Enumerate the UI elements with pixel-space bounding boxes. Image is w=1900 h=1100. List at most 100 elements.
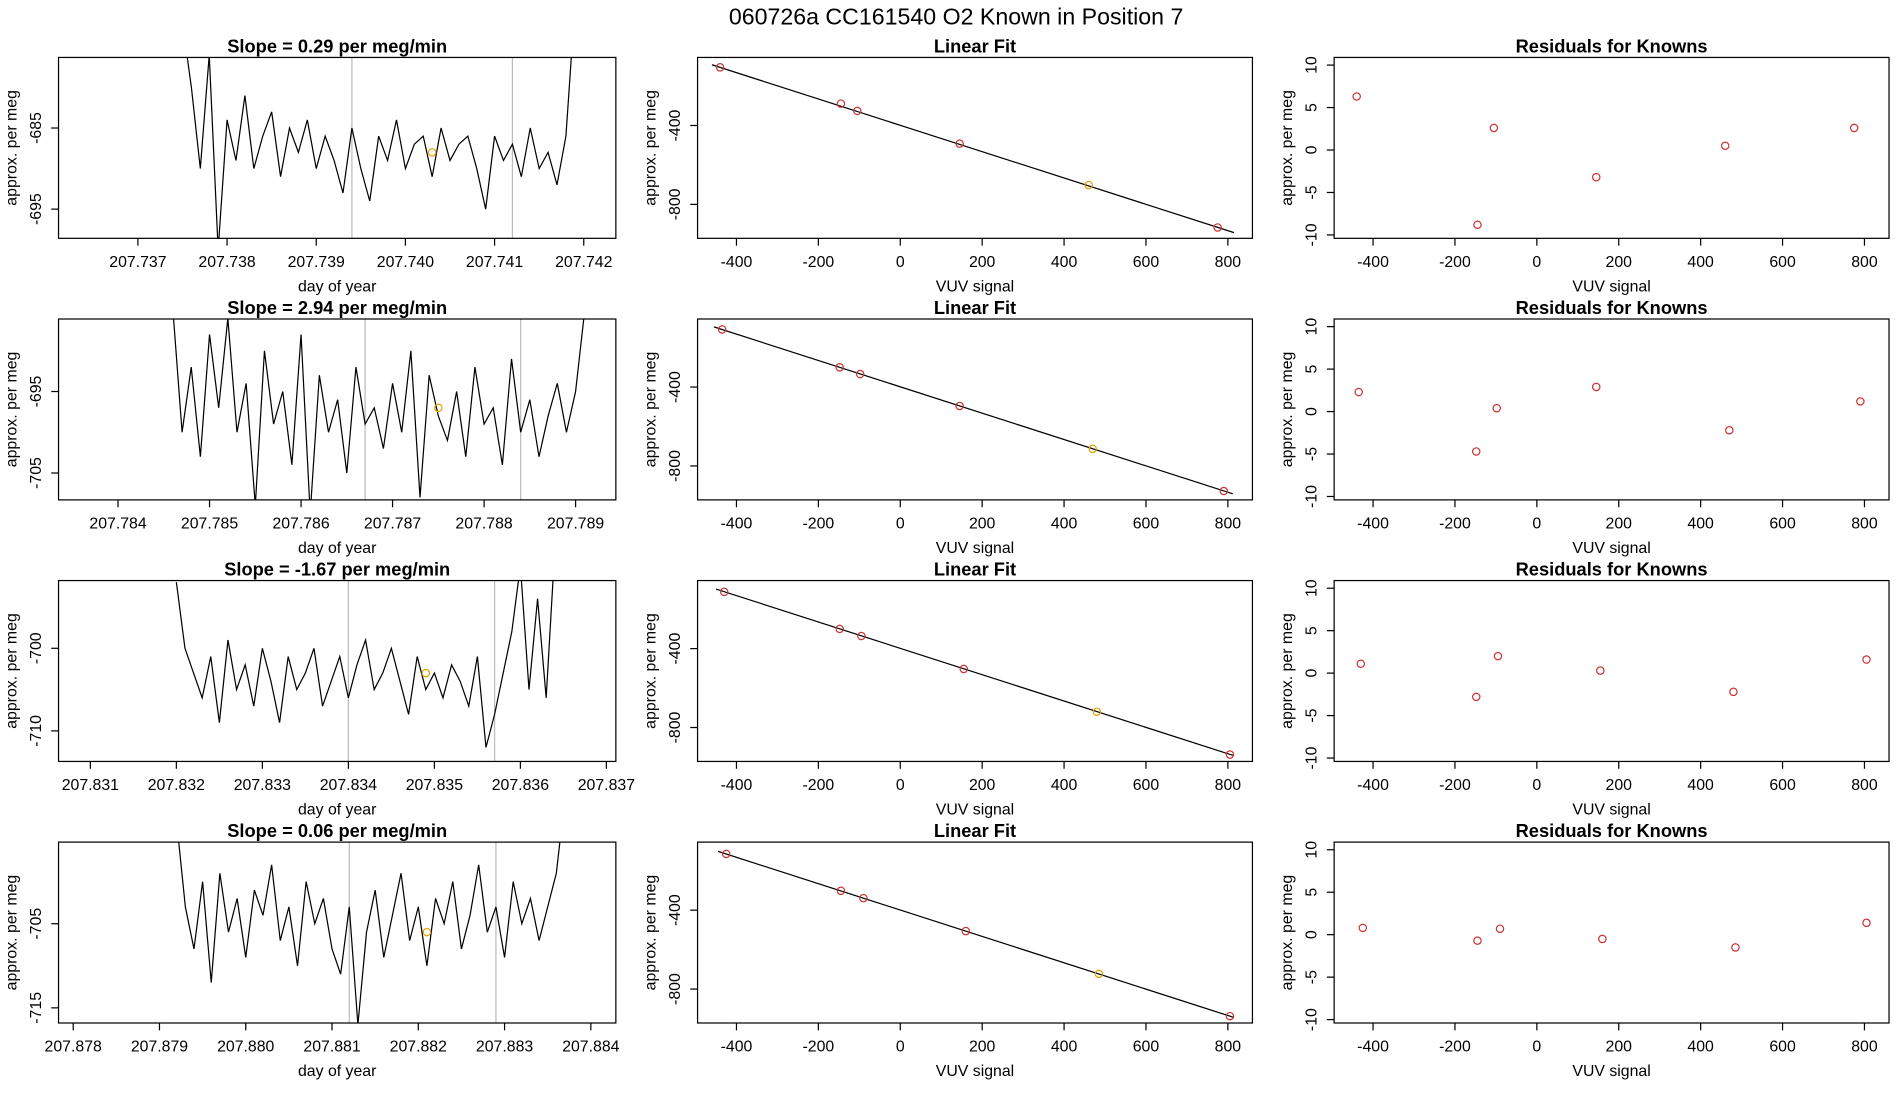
plot-area bbox=[1354, 382, 1865, 456]
x-tick-label: 200 bbox=[1606, 777, 1633, 794]
plot-frame bbox=[696, 579, 1254, 763]
panel-title: Slope = 2.94 per meg/min bbox=[227, 297, 447, 318]
plot-area bbox=[186, 57, 572, 239]
highlight-point bbox=[427, 148, 437, 157]
point bbox=[835, 624, 844, 634]
x-tick-label: 207.884 bbox=[562, 1039, 619, 1056]
point bbox=[855, 369, 865, 379]
y-tick-label: -705 bbox=[28, 908, 45, 940]
point bbox=[1596, 666, 1605, 675]
x-tick-label: 207.832 bbox=[148, 777, 205, 794]
x-tick-label: 200 bbox=[1606, 1039, 1633, 1056]
x-tick-label: 207.742 bbox=[555, 254, 612, 271]
x-tick-label: 600 bbox=[1133, 516, 1160, 533]
y-tick-label: -10 bbox=[1303, 746, 1320, 769]
x-axis-label: VUV signal bbox=[1572, 540, 1650, 557]
panel-title: Slope = 0.06 per meg/min bbox=[227, 820, 447, 841]
x-axis-label: VUV signal bbox=[1572, 278, 1650, 295]
point bbox=[1493, 651, 1503, 661]
point bbox=[715, 63, 725, 72]
x-axis-label: day of year bbox=[298, 278, 377, 295]
plot-frame bbox=[1333, 579, 1890, 763]
y-tick-label: 5 bbox=[1303, 365, 1320, 374]
x-tick-label: 207.882 bbox=[390, 1039, 447, 1056]
point bbox=[717, 325, 727, 334]
point bbox=[1862, 918, 1871, 928]
x-axis-label: VUV signal bbox=[936, 802, 1014, 819]
x-tick-label: -400 bbox=[721, 1039, 753, 1056]
plot-frame bbox=[57, 318, 617, 501]
y-tick-label: -5 bbox=[1303, 447, 1320, 461]
y-tick-label: -710 bbox=[28, 715, 45, 747]
point bbox=[1084, 180, 1093, 190]
plot-area bbox=[715, 587, 1235, 759]
x-tick-label: 207.880 bbox=[217, 1039, 274, 1056]
x-tick-label: 600 bbox=[1769, 254, 1796, 271]
panel-title: Linear Fit bbox=[934, 820, 1016, 841]
x-tick-label: 800 bbox=[1215, 1039, 1242, 1056]
y-tick-label: -400 bbox=[667, 633, 684, 665]
point bbox=[859, 893, 868, 903]
panel-title: Residuals for Knowns bbox=[1516, 35, 1708, 56]
y-tick-label: -695 bbox=[28, 375, 45, 407]
x-tick-label: 207.837 bbox=[578, 777, 635, 794]
point bbox=[1729, 687, 1738, 697]
x-tick-label: 207.787 bbox=[364, 516, 421, 533]
y-tick-label: -10 bbox=[1303, 223, 1320, 246]
y-axis-label: approx. per meg bbox=[3, 875, 20, 991]
series-line bbox=[175, 580, 554, 748]
point bbox=[1598, 934, 1607, 944]
x-axis-label: day of year bbox=[298, 540, 377, 557]
x-axis-label: VUV signal bbox=[1572, 802, 1650, 819]
plot-frame bbox=[57, 56, 617, 239]
x-tick-label: 200 bbox=[969, 1039, 996, 1056]
x-tick-label: 800 bbox=[1851, 1039, 1878, 1056]
x-tick-label: 207.835 bbox=[406, 777, 463, 794]
x-tick-label: 600 bbox=[1133, 1039, 1160, 1056]
x-tick-label: 600 bbox=[1133, 777, 1160, 794]
y-tick-label: -800 bbox=[667, 973, 684, 1005]
x-tick-label: 0 bbox=[1532, 1039, 1541, 1056]
y-tick-label: -800 bbox=[667, 188, 684, 220]
y-tick-label: -715 bbox=[28, 992, 45, 1024]
y-tick-label: -685 bbox=[28, 112, 45, 144]
x-tick-label: 200 bbox=[969, 777, 996, 794]
panel-title: Slope = -1.67 per meg/min bbox=[224, 559, 450, 580]
y-tick-label: 5 bbox=[1303, 888, 1320, 897]
x-tick-label: -200 bbox=[1439, 777, 1471, 794]
point bbox=[1591, 382, 1601, 392]
x-tick-label: 207.831 bbox=[62, 777, 119, 794]
panel: Linear Fit VUV signal approx. per meg -400 -… bbox=[642, 820, 1254, 1080]
x-tick-label: -200 bbox=[1439, 516, 1471, 533]
point bbox=[955, 401, 964, 411]
y-tick-label: -400 bbox=[667, 894, 684, 926]
x-tick-label: -200 bbox=[803, 777, 835, 794]
x-tick-label: 0 bbox=[1532, 516, 1541, 533]
x-axis-label: VUV signal bbox=[1572, 1063, 1650, 1080]
point bbox=[1473, 220, 1482, 230]
x-tick-label: 207.738 bbox=[198, 254, 255, 271]
y-tick-label: 5 bbox=[1303, 103, 1320, 112]
x-tick-label: 800 bbox=[1851, 516, 1878, 533]
x-tick-label: 207.883 bbox=[476, 1039, 533, 1056]
x-tick-label: -400 bbox=[721, 254, 753, 271]
point bbox=[857, 631, 866, 641]
point bbox=[1489, 123, 1499, 133]
x-tick-label: 600 bbox=[1769, 1039, 1796, 1056]
point bbox=[852, 106, 862, 116]
plot-frame bbox=[57, 579, 617, 763]
point bbox=[835, 363, 844, 372]
x-tick-label: 800 bbox=[1215, 254, 1242, 271]
y-axis-label: approx. per meg bbox=[3, 90, 20, 206]
plot-frame bbox=[1333, 318, 1890, 501]
x-axis-label: day of year bbox=[298, 1063, 377, 1080]
x-tick-label: -200 bbox=[803, 516, 835, 533]
panel: Residuals for Knowns VUV signal approx. pe… bbox=[1279, 559, 1890, 819]
x-tick-label: 400 bbox=[1051, 777, 1078, 794]
panel-title: Linear Fit bbox=[934, 559, 1016, 580]
x-tick-label: 400 bbox=[1051, 516, 1078, 533]
point bbox=[1731, 943, 1740, 952]
y-tick-label: -400 bbox=[667, 109, 684, 141]
plot-frame bbox=[1333, 841, 1890, 1024]
